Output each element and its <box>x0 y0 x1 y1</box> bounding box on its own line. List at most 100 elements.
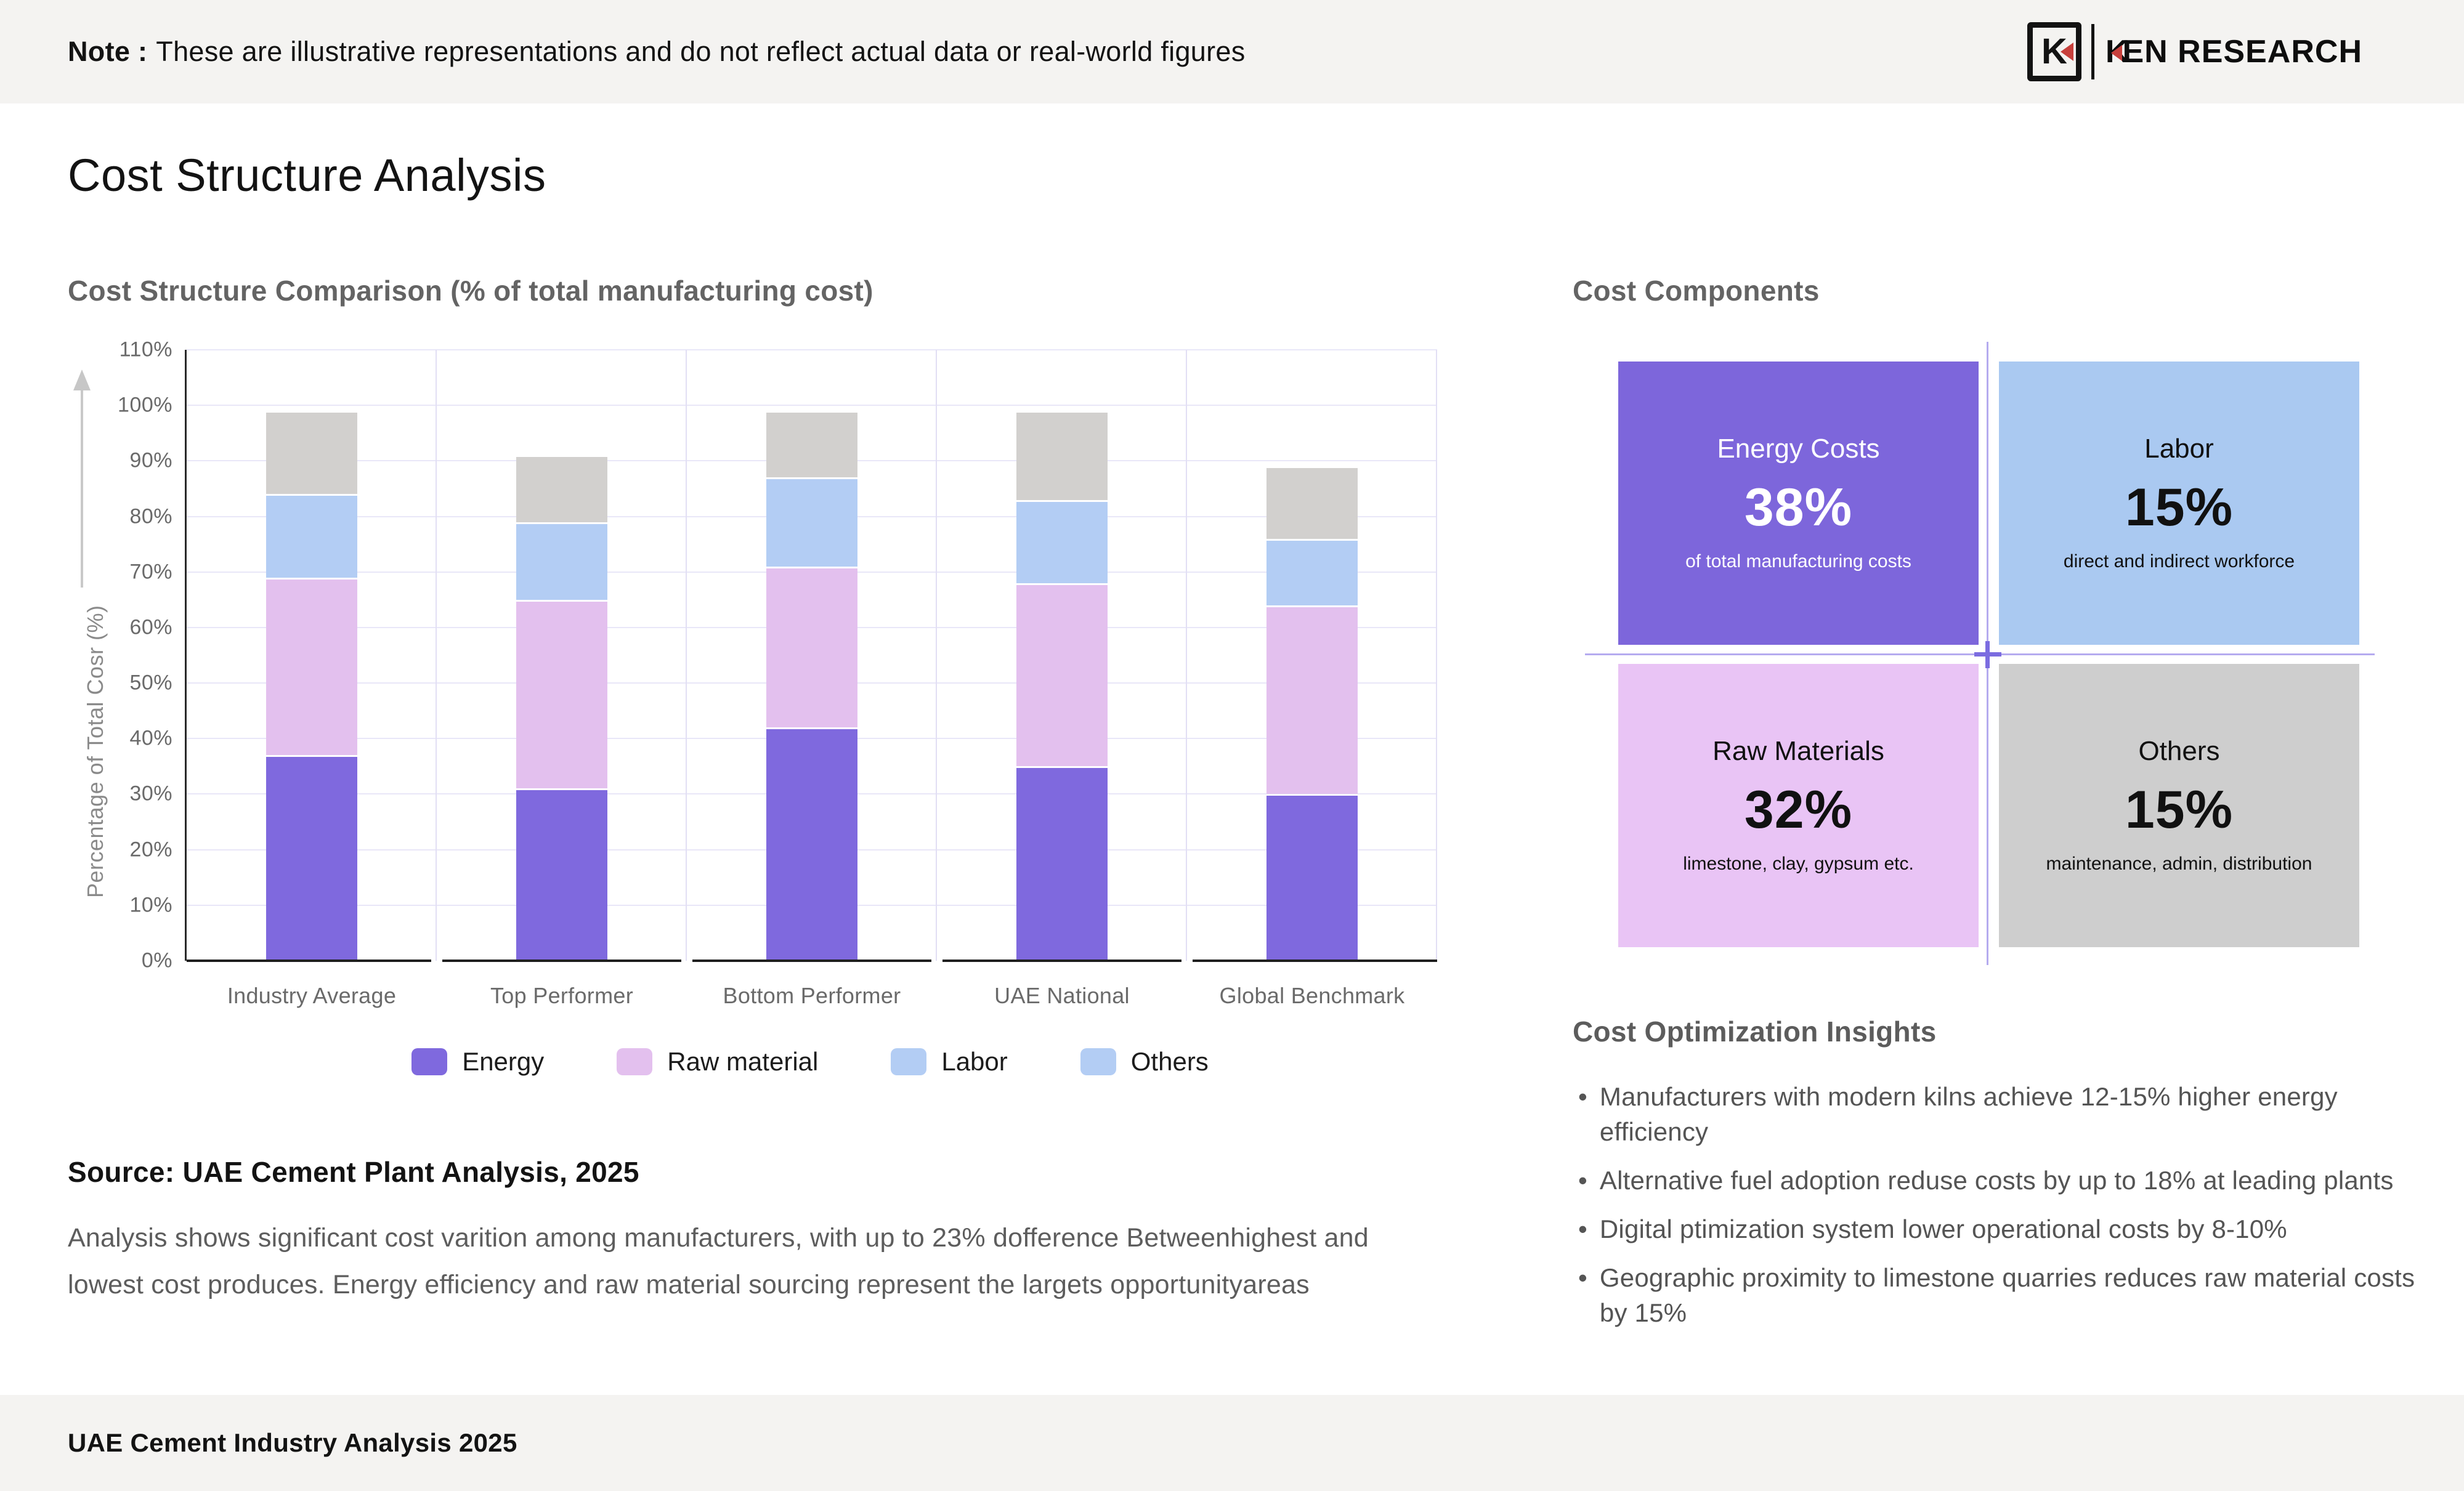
bar-segment-others <box>1266 468 1358 539</box>
cost-components-quadrant: Energy Costs 38% of total manufacturing co… <box>1585 342 2375 965</box>
cost-card-title: Raw Materials <box>1712 736 1884 766</box>
bar-segment-labor <box>1266 540 1358 605</box>
bullet-icon: • <box>1578 1166 1587 1195</box>
cost-card-caption: maintenance, admin, distribution <box>2046 854 2312 874</box>
bar-segment-energy <box>1266 796 1358 961</box>
note-bar: Note : These are illustrative representat… <box>0 0 2464 103</box>
bullet-icon: • <box>1578 1214 1587 1243</box>
bullet-icon: • <box>1578 1082 1587 1111</box>
bar-segment-others <box>266 413 357 495</box>
bar-segment-energy <box>516 790 607 961</box>
insight-text: Alternative fuel adoption reduse costs b… <box>1599 1166 2394 1195</box>
chart-legend: Energy Raw material Labor Others <box>185 1047 1435 1077</box>
arrow-line <box>81 390 83 588</box>
bar-segment-labor <box>1016 501 1108 583</box>
x-axis-category-label: Top Performer <box>490 983 633 1008</box>
analysis-paragraph: Analysis shows significant cost varition… <box>68 1223 1369 1299</box>
ken-research-logo: K K EN RESEARCH <box>2027 22 2362 81</box>
legend-item-energy: Energy <box>411 1047 544 1077</box>
y-axis-tick-label: 10% <box>129 893 172 917</box>
insight-text: Geographic proximity to limestone quarri… <box>1599 1263 2415 1327</box>
cost-components-title: Cost Components <box>1573 275 1820 307</box>
bar-segment-others <box>1016 413 1108 500</box>
y-axis-tick-label: 20% <box>129 838 172 862</box>
bar-segment-labor <box>516 523 607 600</box>
insight-item: • Digital ptimization system lower operat… <box>1574 1211 2437 1247</box>
cost-card-others: Others 15% maintenance, admin, distributio… <box>1999 664 2359 947</box>
insight-item: • Geographic proximity to limestone quarr… <box>1574 1260 2437 1330</box>
gridline-vertical <box>936 350 937 961</box>
chart-plot-area: Industry Average Top Performer Bottom Perf… <box>185 349 1437 1008</box>
cost-card-title: Labor <box>2144 434 2214 464</box>
legend-label: Labor <box>941 1047 1008 1076</box>
x-axis-segment <box>187 960 431 962</box>
cost-card-value: 32% <box>1744 780 1853 839</box>
brand-wordmark: K EN RESEARCH <box>2105 33 2362 70</box>
bar-segment-energy <box>766 729 857 961</box>
chart-section-title: Cost Structure Comparison (% of total ma… <box>68 275 873 307</box>
insights-list: • Manufacturers with modern kilns achieve… <box>1574 1079 2437 1344</box>
insights-title: Cost Optimization Insights <box>1573 1016 1937 1048</box>
bar-segment-raw-material <box>1016 584 1108 767</box>
gridline-vertical <box>686 350 687 961</box>
note-text: These are illustrative representations a… <box>156 36 1246 67</box>
cost-card-caption: direct and indirect workforce <box>2063 551 2295 572</box>
cost-card-value: 15% <box>2125 478 2234 537</box>
cost-card-labor: Labor 15% direct and indirect workforce <box>1999 362 2359 645</box>
note: Note : These are illustrative representat… <box>68 36 1246 68</box>
cost-card-raw-materials: Raw Materials 32% limestone, clay, gypsum … <box>1618 664 1979 947</box>
legend-item-raw-material: Raw material <box>617 1047 818 1077</box>
y-axis-tick-label: 40% <box>129 726 172 750</box>
arrow-head <box>73 370 91 390</box>
gridline-vertical <box>1436 350 1437 961</box>
legend-label: Others <box>1130 1047 1209 1076</box>
insight-text: Digital ptimization system lower operati… <box>1599 1214 2287 1243</box>
brand-rest: EN RESEARCH <box>2122 34 2362 70</box>
bar-segment-energy <box>1016 768 1108 961</box>
legend-swatch-icon <box>891 1048 927 1075</box>
legend-label: Energy <box>462 1047 545 1076</box>
gridline-horizontal <box>187 349 1437 351</box>
x-axis-segment <box>442 960 681 962</box>
page-title: Cost Structure Analysis <box>68 150 546 201</box>
bar-segment-raw-material <box>266 579 357 756</box>
y-axis-tick-label: 70% <box>129 560 172 584</box>
cost-card-energy-costs: Energy Costs 38% of total manufacturing co… <box>1618 362 1979 645</box>
y-axis-tick-label: 30% <box>129 782 172 806</box>
x-axis-category-label: Bottom Performer <box>723 983 901 1008</box>
y-axis-tick-label: 90% <box>129 448 172 472</box>
cost-component-cards: Energy Costs 38% of total manufacturing co… <box>1618 362 2359 947</box>
footer-text: UAE Cement Industry Analysis 2025 <box>68 1428 517 1457</box>
bar-segment-others <box>766 413 857 478</box>
x-axis-category-label: UAE National <box>994 983 1130 1008</box>
y-axis-tick-label: 0% <box>141 948 172 972</box>
cost-card-caption: limestone, clay, gypsum etc. <box>1683 854 1914 874</box>
y-axis-tick-label: 60% <box>129 615 172 639</box>
legend-item-others: Others <box>1080 1047 1209 1077</box>
ken-logo-k-badge-icon: K <box>2027 22 2081 81</box>
gridline-vertical <box>1186 350 1187 961</box>
gridline-vertical <box>436 350 437 961</box>
x-axis-segment <box>692 960 931 962</box>
note-label: Note : <box>68 36 148 67</box>
legend-label: Raw material <box>667 1047 819 1076</box>
legend-swatch-icon <box>617 1048 653 1075</box>
y-axis-tick-label: 100% <box>118 393 172 417</box>
cost-card-value: 38% <box>1744 478 1853 537</box>
y-axis-tick-label: 50% <box>129 671 172 695</box>
quadrant-center-plus-icon <box>1974 652 2001 657</box>
bar-segment-others <box>516 457 607 522</box>
cost-card-title: Energy Costs <box>1717 434 1880 464</box>
x-axis-category-label: Global Benchmark <box>1219 983 1405 1008</box>
bullet-icon: • <box>1578 1263 1587 1292</box>
cost-card-title: Others <box>2138 736 2220 766</box>
insight-text: Manufacturers with modern kilns achieve … <box>1599 1082 2338 1146</box>
red-triangle-icon <box>2060 42 2073 61</box>
legend-item-labor: Labor <box>891 1047 1008 1077</box>
x-axis-segment <box>1193 960 1437 962</box>
y-axis-tick-label: 80% <box>129 504 172 528</box>
y-axis-tick-labels: 0% 10% 20% 30% 40% 50% 60% 70% 80% 90% 100% 110% <box>92 338 172 972</box>
cost-card-value: 15% <box>2125 780 2234 839</box>
bar-segment-raw-material <box>516 601 607 789</box>
gridline-horizontal <box>187 405 1437 406</box>
